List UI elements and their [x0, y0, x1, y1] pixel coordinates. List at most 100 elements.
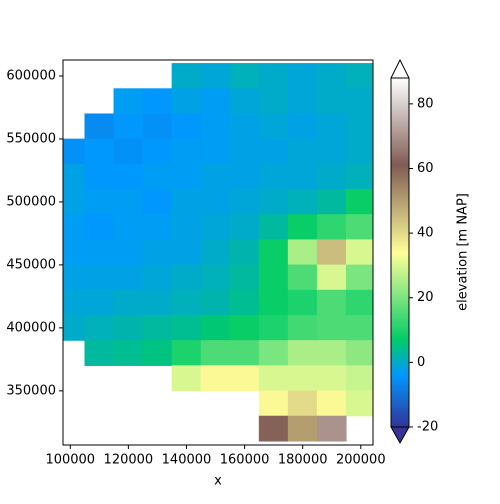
mesh-cell	[287, 390, 318, 417]
mesh-cell	[229, 289, 260, 316]
mesh-cell	[84, 340, 115, 366]
colorbar-extend-bottom	[390, 426, 410, 445]
mesh-cell	[345, 113, 374, 140]
mesh-cell	[229, 264, 260, 291]
mesh-cell	[113, 189, 144, 215]
mesh-cell	[142, 340, 173, 366]
mesh-cell	[84, 113, 115, 140]
colorbar-tick-label: 20	[417, 290, 434, 305]
x-tick-label: 180000	[278, 453, 328, 468]
mesh-cell	[142, 289, 173, 316]
mesh-cell	[200, 214, 231, 241]
colorbar	[391, 78, 409, 427]
mesh-cell	[171, 314, 202, 341]
mesh-cell	[62, 264, 86, 291]
mesh-cell	[171, 63, 202, 89]
mesh-cell	[142, 264, 173, 291]
mesh-cell	[287, 289, 318, 316]
mesh-cell	[345, 365, 374, 392]
mesh-cell	[171, 264, 202, 291]
mesh-cell	[84, 163, 115, 190]
mesh-cell	[316, 63, 347, 89]
colorbar-tick-label: -20	[417, 420, 438, 435]
colorbar-label: elevation [m NAP]	[456, 193, 471, 311]
y-tick-label: 550000	[6, 131, 56, 146]
mesh	[62, 63, 374, 442]
mesh-cell	[142, 113, 173, 140]
mesh-cell	[316, 88, 347, 115]
x-tick-label: 140000	[162, 453, 212, 468]
plot-frame	[62, 59, 374, 446]
mesh-cell	[316, 138, 347, 165]
mesh-cell	[171, 163, 202, 190]
colorbar-tick-label: 80	[417, 96, 434, 111]
mesh-cell	[84, 189, 115, 215]
colorbar-tick-label: 40	[417, 226, 434, 241]
mesh-cell	[287, 314, 318, 341]
mesh-cell	[316, 289, 347, 316]
mesh-cell	[229, 340, 260, 366]
mesh-cell	[287, 88, 318, 115]
mesh-cell	[316, 340, 347, 366]
mesh-cell	[171, 340, 202, 366]
mesh-cell	[316, 365, 347, 392]
mesh-cell	[229, 365, 260, 392]
mesh-cell	[62, 239, 86, 266]
colorbar-tick-label: 60	[417, 161, 434, 176]
mesh-cell	[345, 390, 374, 417]
mesh-cell	[200, 314, 231, 341]
mesh-cell	[316, 214, 347, 241]
mesh-cell	[258, 340, 289, 366]
mesh-cell	[84, 289, 115, 316]
mesh-cell	[113, 163, 144, 190]
x-tick-label: 200000	[336, 453, 386, 468]
mesh-cell	[287, 63, 318, 89]
mesh-cell	[62, 289, 86, 316]
mesh-cell	[258, 390, 289, 417]
mesh-cell	[200, 63, 231, 89]
mesh-cell	[287, 239, 318, 266]
mesh-cell	[258, 88, 289, 115]
mesh-cell	[316, 314, 347, 341]
mesh-cell	[258, 264, 289, 291]
mesh-cell	[287, 365, 318, 392]
mesh-cell	[200, 239, 231, 266]
colorbar-frame	[390, 77, 410, 428]
mesh-cell	[258, 214, 289, 241]
mesh-cell	[142, 189, 173, 215]
mesh-cell	[345, 264, 374, 291]
mesh-cell	[258, 289, 289, 316]
mesh-cell	[229, 113, 260, 140]
mesh-cell	[113, 138, 144, 165]
y-tick-label: 500000	[6, 194, 56, 209]
mesh-cell	[229, 88, 260, 115]
mesh-cell	[316, 189, 347, 215]
mesh-cell	[113, 239, 144, 266]
y-tick-label: 400000	[6, 320, 56, 335]
mesh-cell	[229, 314, 260, 341]
mesh-cell	[113, 113, 144, 140]
mesh-cell	[171, 113, 202, 140]
mesh-cell	[200, 365, 231, 392]
mesh-cell	[258, 138, 289, 165]
mesh-cell	[258, 239, 289, 266]
mesh-cell	[316, 390, 347, 417]
mesh-cell	[142, 138, 173, 165]
mesh-cell	[258, 314, 289, 341]
mesh-cell	[113, 88, 144, 115]
mesh-cell	[258, 163, 289, 190]
mesh-cell	[62, 189, 86, 215]
mesh-cell	[84, 239, 115, 266]
mesh-cell	[142, 88, 173, 115]
mesh-cell	[316, 264, 347, 291]
mesh-cell	[258, 63, 289, 89]
mesh-cell	[345, 214, 374, 241]
mesh-cell	[287, 214, 318, 241]
x-tick-label: 160000	[220, 453, 270, 468]
mesh-cell	[229, 138, 260, 165]
mesh-cell	[200, 163, 231, 190]
mesh-cell	[287, 138, 318, 165]
y-tick-label: 600000	[6, 68, 56, 83]
mesh-cell	[345, 163, 374, 190]
